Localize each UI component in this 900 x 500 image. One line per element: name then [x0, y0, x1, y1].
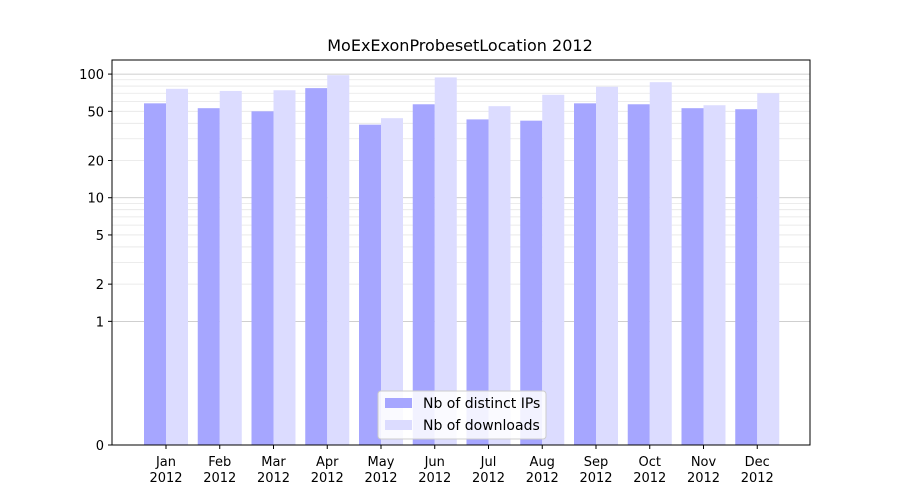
- x-tick-label-month: Mar: [261, 455, 286, 470]
- bar-distinct-ips: [144, 103, 166, 445]
- x-tick-label-year: 2012: [687, 471, 720, 486]
- x-tick-label-month: Jan: [155, 455, 176, 470]
- bar-downloads: [166, 88, 188, 445]
- bar-distinct-ips: [627, 104, 650, 445]
- x-tick-label-month: Sep: [584, 455, 609, 470]
- y-tick-label: 1: [96, 315, 104, 330]
- legend-box: [377, 390, 547, 440]
- x-tick-label-year: 2012: [526, 471, 559, 486]
- x-tick-label-month: May: [368, 455, 395, 470]
- bar-distinct-ips: [735, 109, 758, 445]
- bar-downloads: [488, 106, 511, 445]
- bar-downloads: [596, 86, 618, 446]
- y-tick-label: 20: [87, 155, 104, 170]
- x-tick-label-month: Jun: [424, 455, 445, 470]
- bar-downloads: [327, 75, 350, 445]
- x-tick-label-month: Dec: [745, 455, 770, 470]
- x-tick-label-year: 2012: [579, 471, 612, 486]
- legend-swatch-downloads: [385, 420, 412, 430]
- bar-distinct-ips: [412, 104, 435, 445]
- bar-distinct-ips: [251, 111, 274, 445]
- x-tick-label-month: Oct: [639, 455, 661, 470]
- x-axis: Jan2012Feb2012Mar2012Apr2012May2012Jun20…: [149, 445, 774, 486]
- bar-downloads: [757, 93, 780, 445]
- y-axis: 0 1 2 5 10 20 50 100: [79, 68, 112, 454]
- bar-distinct-ips: [359, 124, 381, 445]
- y-tick-label: 2: [96, 278, 104, 293]
- bars: [144, 75, 780, 446]
- x-tick-label-year: 2012: [257, 471, 290, 486]
- x-tick-label-year: 2012: [364, 471, 397, 486]
- bar-downloads: [434, 77, 457, 445]
- bar-distinct-ips: [574, 103, 596, 445]
- x-tick-label-month: Apr: [316, 455, 339, 470]
- y-tick-label: 100: [79, 68, 104, 83]
- chart-title: MoExExonProbesetLocation 2012: [327, 36, 593, 55]
- x-tick-label-year: 2012: [311, 471, 344, 486]
- y-tick-label: 50: [87, 105, 104, 120]
- legend-label-ips: Nb of distinct IPs: [423, 396, 540, 412]
- bar-distinct-ips: [305, 88, 328, 446]
- x-tick-label-month: Nov: [691, 455, 717, 470]
- bar-downloads: [649, 82, 672, 446]
- y-tick-label: 0: [96, 439, 104, 454]
- y-tick-label: 10: [87, 192, 104, 207]
- x-tick-label-month: Feb: [208, 455, 231, 470]
- bar-distinct-ips: [681, 108, 704, 445]
- x-tick-label-month: Jul: [480, 455, 497, 470]
- bar-distinct-ips: [197, 108, 220, 445]
- bar-distinct-ips: [466, 119, 489, 445]
- x-tick-label-year: 2012: [472, 471, 505, 486]
- x-tick-label-year: 2012: [149, 471, 182, 486]
- bar-downloads: [542, 94, 565, 445]
- plot-frame: [111, 59, 811, 446]
- x-tick-label-year: 2012: [203, 471, 236, 486]
- bar-downloads: [219, 90, 242, 445]
- bar-distinct-ips: [520, 120, 543, 446]
- bar-downloads: [273, 90, 296, 445]
- x-tick-label-month: Aug: [530, 455, 555, 470]
- bar-downloads: [381, 118, 403, 446]
- legend-label-downloads: Nb of downloads: [423, 418, 540, 434]
- x-tick-label-year: 2012: [418, 471, 451, 486]
- x-tick-label-year: 2012: [633, 471, 666, 486]
- y-tick-label: 5: [96, 229, 104, 244]
- legend: Nb of distinct IPs Nb of downloads: [377, 390, 547, 440]
- legend-swatch-ips: [385, 398, 412, 408]
- bar-downloads: [703, 105, 726, 445]
- x-tick-label-year: 2012: [741, 471, 774, 486]
